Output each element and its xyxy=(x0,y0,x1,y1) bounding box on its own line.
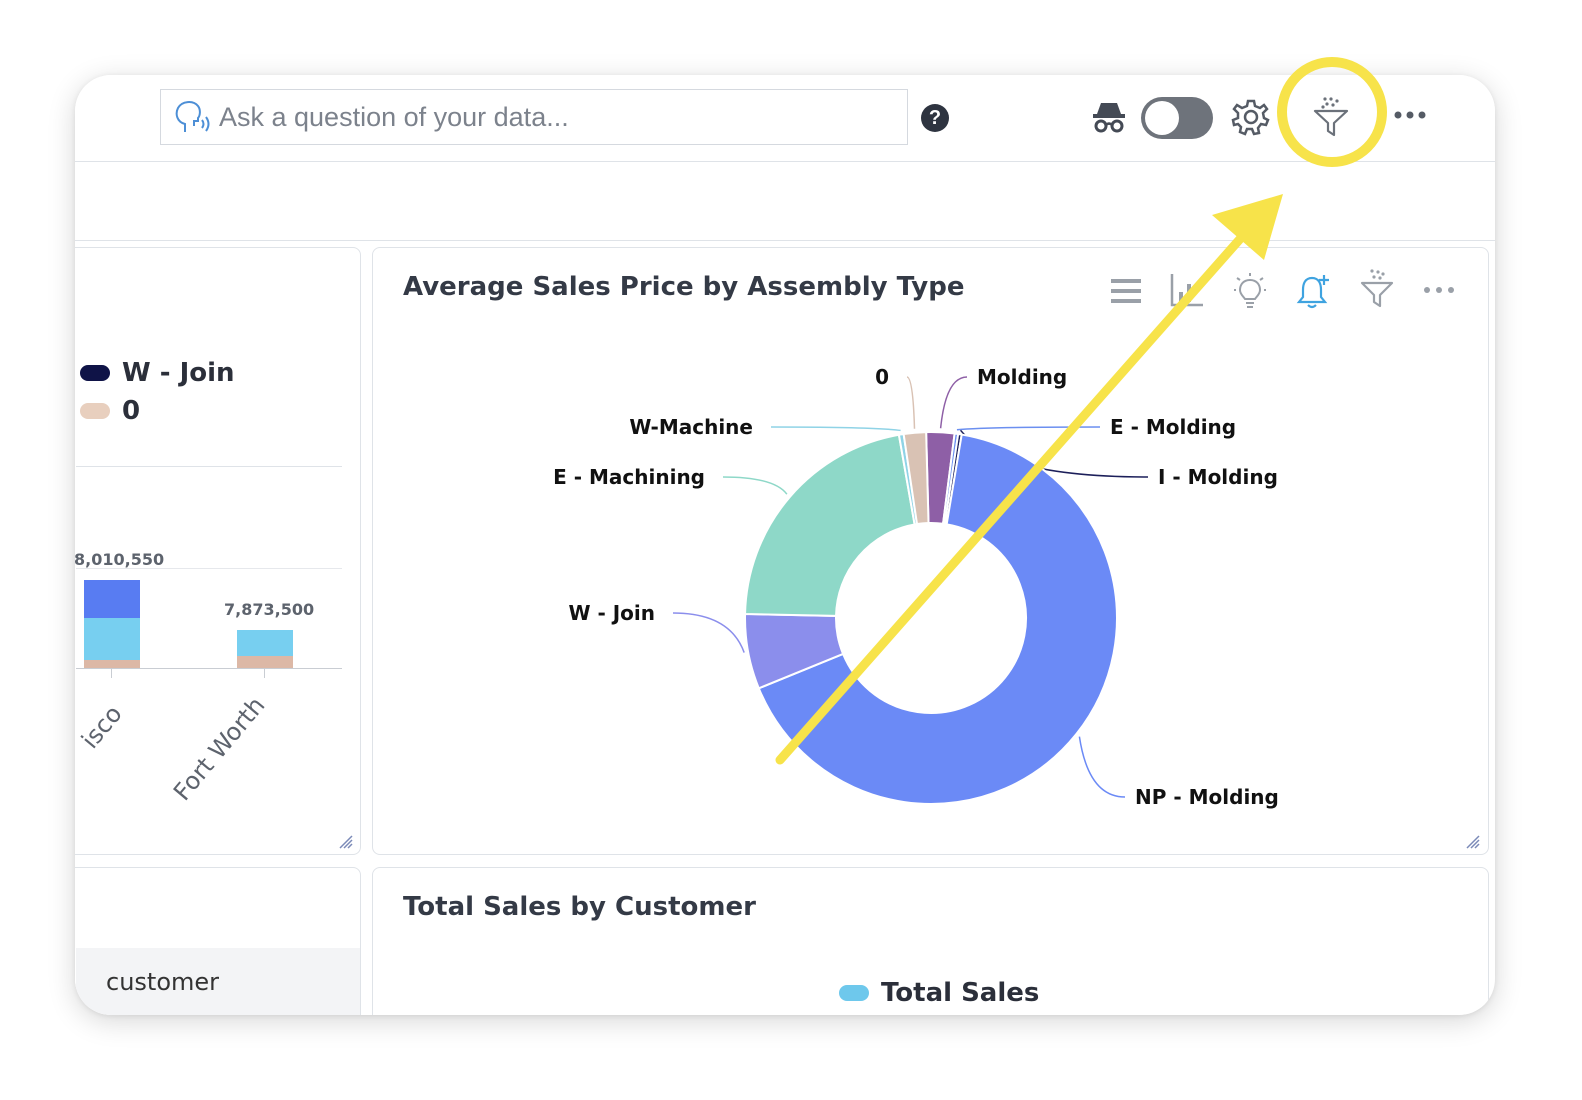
slice-label: NP - Molding xyxy=(1135,785,1279,809)
legend-item-total-sales: Total Sales xyxy=(839,978,1039,1008)
pointer-arrow-shaft xyxy=(775,217,1260,765)
left-chart-panel: W - Join 0 8,010,550 7,873,500 isco Fort… xyxy=(75,247,361,855)
slice-label: E - Machining xyxy=(553,465,705,489)
add-alert-icon[interactable] xyxy=(1295,272,1333,310)
slice-label: W - Join xyxy=(568,601,655,625)
panel-title: Total Sales by Customer xyxy=(403,892,756,922)
bar-segment[interactable] xyxy=(84,580,140,618)
divider xyxy=(76,466,342,467)
donut-slice-0[interactable] xyxy=(902,431,930,526)
voice-question-icon[interactable] xyxy=(171,98,215,136)
x-tick xyxy=(264,668,265,678)
bar-segment[interactable] xyxy=(84,618,140,660)
legend-swatch xyxy=(80,365,110,381)
gridline xyxy=(76,568,342,569)
incognito-toggle[interactable] xyxy=(1141,97,1213,139)
more-menu-icon[interactable] xyxy=(1393,109,1427,121)
list-icon[interactable] xyxy=(1109,276,1143,306)
bar-segment[interactable] xyxy=(237,656,293,668)
panel-title: Average Sales Price by Assembly Type xyxy=(403,272,965,302)
legend-swatch xyxy=(839,985,869,1001)
resize-handle-icon[interactable] xyxy=(1465,834,1481,850)
legend-item-0: 0 xyxy=(80,396,140,426)
x-tick xyxy=(111,668,112,678)
slice-label: Molding xyxy=(977,365,1067,389)
x-axis-line xyxy=(76,668,342,669)
pointer-arrow-head xyxy=(1212,194,1283,260)
donut-chart-panel: Average Sales Price by Assembly Type Mol… xyxy=(372,247,1489,855)
slice-label: I - Molding xyxy=(1158,465,1278,489)
leader-line xyxy=(770,426,901,432)
resize-handle-icon[interactable] xyxy=(338,834,354,850)
settings-gear-icon[interactable] xyxy=(1231,97,1271,137)
legend-label: W - Join xyxy=(122,358,235,388)
incognito-icon[interactable] xyxy=(1091,99,1127,135)
search-input[interactable] xyxy=(219,98,879,136)
leader-line xyxy=(939,376,968,429)
slice-label: 0 xyxy=(875,365,889,389)
leader-line xyxy=(722,476,788,495)
donut-slice-e-machining[interactable] xyxy=(744,433,916,617)
ask-question-search[interactable] xyxy=(160,89,908,145)
filter-icon[interactable] xyxy=(1311,95,1351,139)
bar-segment[interactable] xyxy=(84,660,140,668)
total-sales-panel: Total Sales by Customer Total Sales xyxy=(372,867,1489,1015)
donut-chart: Molding E - Molding I - Molding NP - Moldin… xyxy=(553,365,1279,809)
highlight-circle xyxy=(1277,57,1387,167)
donut-slice-np-molding[interactable] xyxy=(757,433,1118,805)
slice-label: W-Machine xyxy=(629,415,753,439)
filter-icon[interactable] xyxy=(1359,268,1395,310)
top-toolbar: ? xyxy=(75,75,1495,162)
help-icon[interactable]: ? xyxy=(921,104,949,132)
table-panel: customer xyxy=(75,867,361,1015)
leader-line xyxy=(672,612,745,653)
toggle-knob xyxy=(1145,101,1179,135)
legend-item-w-join: W - Join xyxy=(80,358,235,388)
more-menu-icon[interactable] xyxy=(1423,285,1455,295)
bar-segment[interactable] xyxy=(237,630,293,656)
bar-total-label: 7,873,500 xyxy=(224,600,315,619)
legend-label: 0 xyxy=(122,396,141,426)
leader-line xyxy=(906,376,916,429)
bar-total-label: 8,010,550 xyxy=(75,550,165,569)
legend-swatch xyxy=(80,403,110,419)
slice-label: E - Molding xyxy=(1110,415,1236,439)
insight-bulb-icon[interactable] xyxy=(1233,272,1267,310)
column-header[interactable]: customer xyxy=(76,948,360,1015)
legend-label: Total Sales xyxy=(881,978,1040,1008)
leader-line xyxy=(1078,736,1126,798)
